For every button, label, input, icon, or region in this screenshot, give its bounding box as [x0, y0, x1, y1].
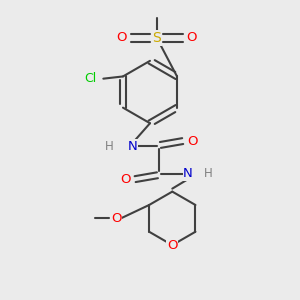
Text: S: S [152, 31, 161, 45]
Text: H: H [204, 167, 212, 180]
Text: O: O [120, 172, 131, 186]
Text: O: O [187, 135, 197, 148]
Text: N: N [128, 140, 138, 153]
Text: O: O [111, 212, 122, 225]
Text: Cl: Cl [84, 72, 97, 85]
Text: O: O [187, 32, 197, 44]
Text: H: H [105, 140, 113, 153]
Text: N: N [183, 167, 193, 180]
Text: O: O [167, 238, 178, 252]
Text: O: O [116, 32, 127, 44]
